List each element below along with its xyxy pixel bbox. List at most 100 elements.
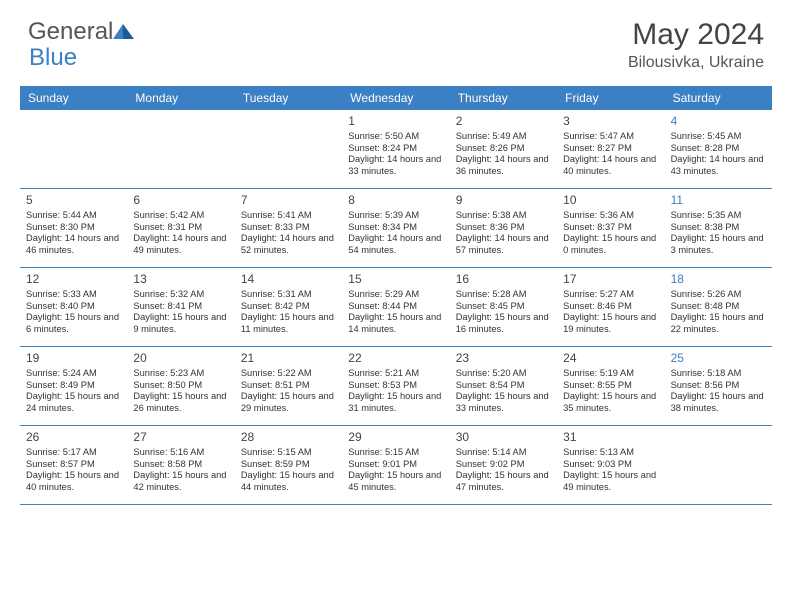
day-number: 5 <box>26 193 121 208</box>
day-number: 9 <box>456 193 551 208</box>
day-number: 3 <box>563 114 658 129</box>
sunrise-line: Sunrise: 5:15 AM <box>348 447 443 459</box>
week-row: 12Sunrise: 5:33 AMSunset: 8:40 PMDayligh… <box>20 268 772 347</box>
day-number: 10 <box>563 193 658 208</box>
day-cell: 20Sunrise: 5:23 AMSunset: 8:50 PMDayligh… <box>127 347 234 425</box>
sunset-line: Sunset: 8:26 PM <box>456 143 551 155</box>
day-header-cell: Wednesday <box>342 86 449 110</box>
sunrise-line: Sunrise: 5:17 AM <box>26 447 121 459</box>
sunset-line: Sunset: 8:31 PM <box>133 222 228 234</box>
daylight-line: Daylight: 14 hours and 46 minutes. <box>26 233 121 256</box>
day-cell: 31Sunrise: 5:13 AMSunset: 9:03 PMDayligh… <box>557 426 664 504</box>
sunset-line: Sunset: 9:03 PM <box>563 459 658 471</box>
day-number: 17 <box>563 272 658 287</box>
sunset-line: Sunset: 8:40 PM <box>26 301 121 313</box>
day-number: 19 <box>26 351 121 366</box>
sunrise-line: Sunrise: 5:44 AM <box>26 210 121 222</box>
sunset-line: Sunset: 8:49 PM <box>26 380 121 392</box>
day-header-row: SundayMondayTuesdayWednesdayThursdayFrid… <box>20 86 772 110</box>
day-cell: 8Sunrise: 5:39 AMSunset: 8:34 PMDaylight… <box>342 189 449 267</box>
daylight-line: Daylight: 14 hours and 33 minutes. <box>348 154 443 177</box>
daylight-line: Daylight: 15 hours and 0 minutes. <box>563 233 658 256</box>
day-number: 6 <box>133 193 228 208</box>
sunset-line: Sunset: 8:27 PM <box>563 143 658 155</box>
daylight-line: Daylight: 15 hours and 49 minutes. <box>563 470 658 493</box>
daylight-line: Daylight: 15 hours and 42 minutes. <box>133 470 228 493</box>
day-cell: 3 Sunrise: 5:47 AMSunset: 8:27 PMDaylight… <box>557 110 664 188</box>
daylight-line: Daylight: 15 hours and 35 minutes. <box>563 391 658 414</box>
logo: General <box>28 18 137 46</box>
sunrise-line: Sunrise: 5:28 AM <box>456 289 551 301</box>
sunrise-line: Sunrise: 5:45 AM <box>671 131 766 143</box>
day-cell: 22Sunrise: 5:21 AMSunset: 8:53 PMDayligh… <box>342 347 449 425</box>
day-number: 7 <box>241 193 336 208</box>
day-cell: 23Sunrise: 5:20 AMSunset: 8:54 PMDayligh… <box>450 347 557 425</box>
sunset-line: Sunset: 9:01 PM <box>348 459 443 471</box>
week-row: 26Sunrise: 5:17 AMSunset: 8:57 PMDayligh… <box>20 426 772 505</box>
day-cell: 4Sunrise: 5:45 AMSunset: 8:28 PMDaylight… <box>665 110 772 188</box>
logo-text-general: General <box>28 18 113 46</box>
month-title: May 2024 <box>628 18 764 52</box>
daylight-line: Daylight: 15 hours and 47 minutes. <box>456 470 551 493</box>
daylight-line: Daylight: 15 hours and 44 minutes. <box>241 470 336 493</box>
sunrise-line: Sunrise: 5:29 AM <box>348 289 443 301</box>
sunset-line: Sunset: 8:51 PM <box>241 380 336 392</box>
logo-text-blue: Blue <box>29 44 77 71</box>
weeks-container: 1Sunrise: 5:50 AMSunset: 8:24 PMDaylight… <box>20 110 772 505</box>
sunrise-line: Sunrise: 5:27 AM <box>563 289 658 301</box>
sunrise-line: Sunrise: 5:31 AM <box>241 289 336 301</box>
sunrise-line: Sunrise: 5:50 AM <box>348 131 443 143</box>
day-cell: 13 Sunrise: 5:32 AMSunset: 8:41 PMDayligh… <box>127 268 234 346</box>
day-cell: 24Sunrise: 5:19 AMSunset: 8:55 PMDayligh… <box>557 347 664 425</box>
day-cell: 10Sunrise: 5:36 AMSunset: 8:37 PMDayligh… <box>557 189 664 267</box>
daylight-line: Daylight: 14 hours and 43 minutes. <box>671 154 766 177</box>
day-number: 4 <box>671 114 766 129</box>
sunrise-line: Sunrise: 5:18 AM <box>671 368 766 380</box>
daylight-line: Daylight: 15 hours and 24 minutes. <box>26 391 121 414</box>
day-number: 13 <box>133 272 228 287</box>
sunset-line: Sunset: 8:45 PM <box>456 301 551 313</box>
day-number: 30 <box>456 430 551 445</box>
sunrise-line: Sunrise: 5:38 AM <box>456 210 551 222</box>
sunset-line: Sunset: 8:36 PM <box>456 222 551 234</box>
day-number: 28 <box>241 430 336 445</box>
day-number: 20 <box>133 351 228 366</box>
sunrise-line: Sunrise: 5:24 AM <box>26 368 121 380</box>
day-number: 2 <box>456 114 551 129</box>
day-number: 27 <box>133 430 228 445</box>
daylight-line: Daylight: 14 hours and 40 minutes. <box>563 154 658 177</box>
day-cell: 21Sunrise: 5:22 AMSunset: 8:51 PMDayligh… <box>235 347 342 425</box>
logo-triangle-icon <box>113 22 135 45</box>
day-cell: 5Sunrise: 5:44 AMSunset: 8:30 PMDaylight… <box>20 189 127 267</box>
day-cell: 30Sunrise: 5:14 AMSunset: 9:02 PMDayligh… <box>450 426 557 504</box>
sunset-line: Sunset: 8:41 PM <box>133 301 228 313</box>
sunset-line: Sunset: 8:37 PM <box>563 222 658 234</box>
day-cell: 7Sunrise: 5:41 AMSunset: 8:33 PMDaylight… <box>235 189 342 267</box>
sunset-line: Sunset: 8:33 PM <box>241 222 336 234</box>
sunrise-line: Sunrise: 5:49 AM <box>456 131 551 143</box>
day-number: 26 <box>26 430 121 445</box>
empty-cell <box>127 110 234 188</box>
sunrise-line: Sunrise: 5:42 AM <box>133 210 228 222</box>
sunset-line: Sunset: 8:24 PM <box>348 143 443 155</box>
daylight-line: Daylight: 15 hours and 3 minutes. <box>671 233 766 256</box>
sunset-line: Sunset: 9:02 PM <box>456 459 551 471</box>
sunrise-line: Sunrise: 5:13 AM <box>563 447 658 459</box>
day-cell: 15Sunrise: 5:29 AMSunset: 8:44 PMDayligh… <box>342 268 449 346</box>
day-number: 16 <box>456 272 551 287</box>
sunset-line: Sunset: 8:50 PM <box>133 380 228 392</box>
day-number: 14 <box>241 272 336 287</box>
day-header-cell: Tuesday <box>235 86 342 110</box>
sunrise-line: Sunrise: 5:33 AM <box>26 289 121 301</box>
sunrise-line: Sunrise: 5:32 AM <box>133 289 228 301</box>
daylight-line: Daylight: 14 hours and 36 minutes. <box>456 154 551 177</box>
daylight-line: Daylight: 15 hours and 16 minutes. <box>456 312 551 335</box>
daylight-line: Daylight: 15 hours and 9 minutes. <box>133 312 228 335</box>
day-number: 18 <box>671 272 766 287</box>
daylight-line: Daylight: 15 hours and 38 minutes. <box>671 391 766 414</box>
day-number: 29 <box>348 430 443 445</box>
day-cell: 2 Sunrise: 5:49 AMSunset: 8:26 PMDaylight… <box>450 110 557 188</box>
sunset-line: Sunset: 8:48 PM <box>671 301 766 313</box>
sunrise-line: Sunrise: 5:47 AM <box>563 131 658 143</box>
week-row: 5Sunrise: 5:44 AMSunset: 8:30 PMDaylight… <box>20 189 772 268</box>
